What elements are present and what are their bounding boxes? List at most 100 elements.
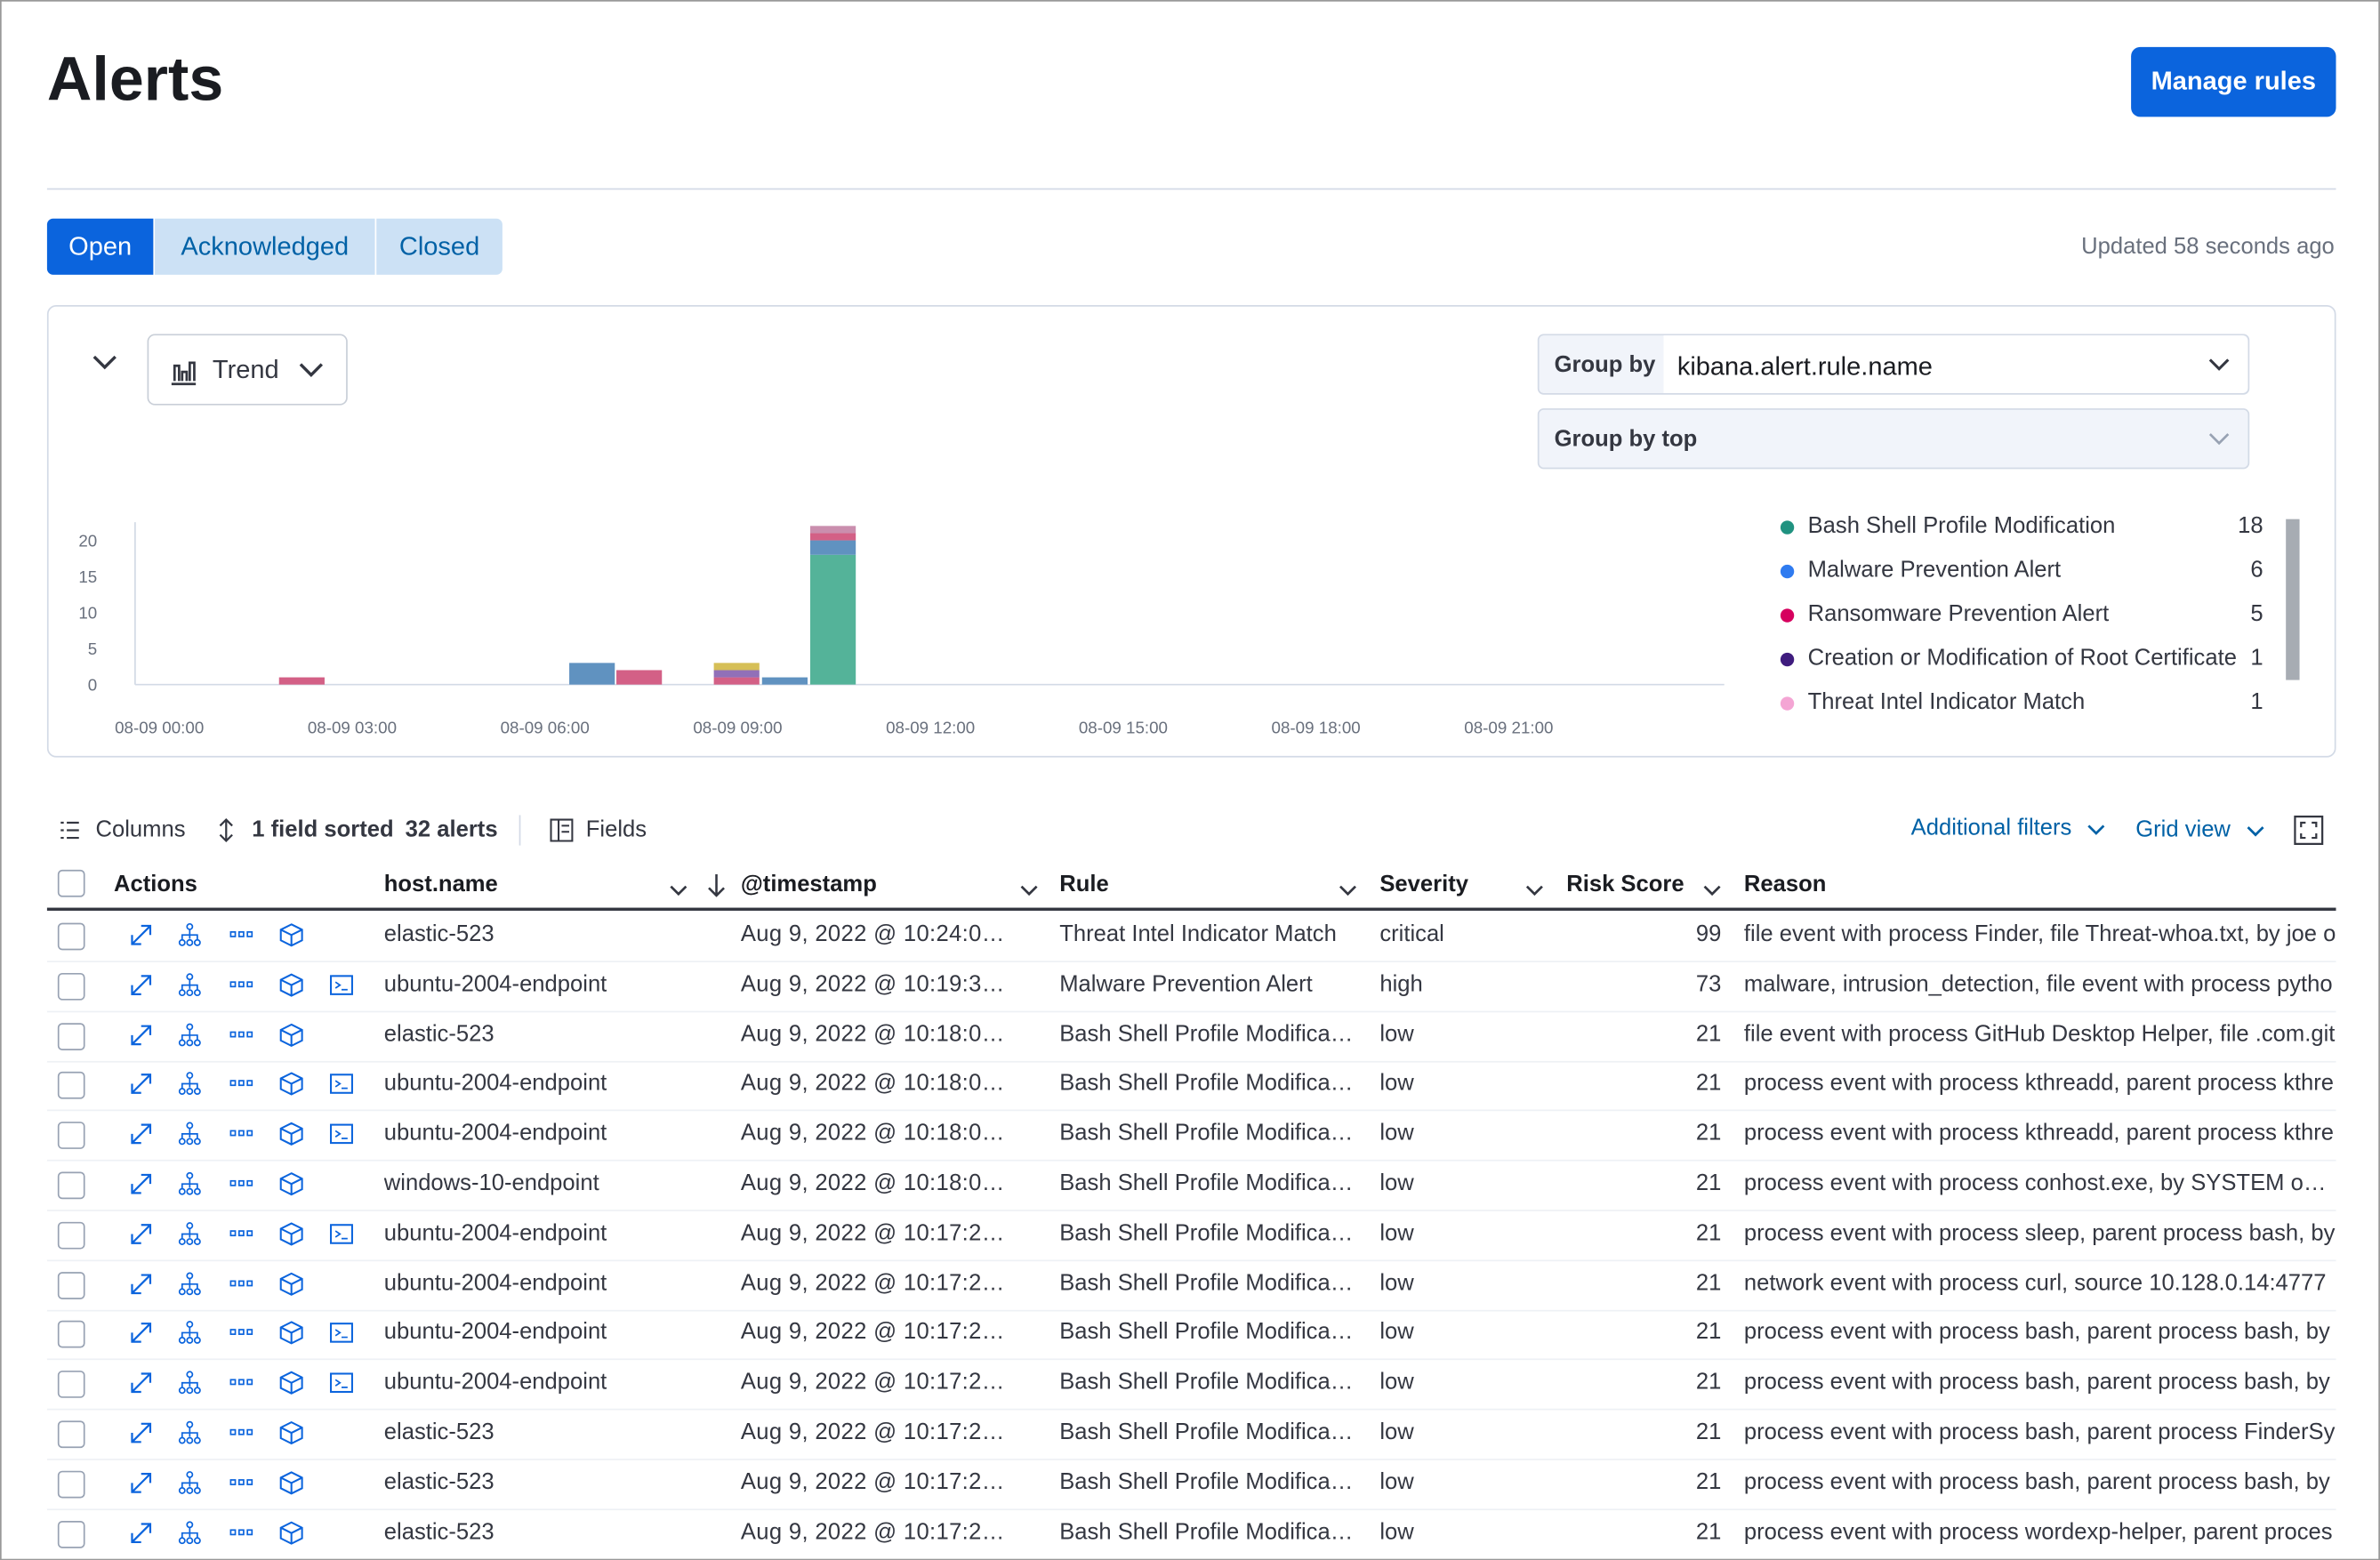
row-action-icon[interactable] <box>229 1073 255 1106</box>
row-action-icon[interactable] <box>129 1271 155 1305</box>
row-action-icon[interactable] <box>178 1371 204 1404</box>
row-action-icon[interactable] <box>129 1470 155 1504</box>
row-checkbox[interactable] <box>57 1520 85 1548</box>
row-action-icon[interactable] <box>229 923 255 957</box>
row-action-icon[interactable] <box>279 1023 305 1057</box>
row-action-icon[interactable] <box>229 1122 255 1156</box>
row-action-icon[interactable] <box>178 1271 204 1305</box>
row-action-icon[interactable] <box>129 1073 155 1106</box>
bar <box>809 554 856 685</box>
row-action-icon[interactable] <box>229 973 255 1007</box>
columns-button[interactable]: Columns <box>95 816 186 843</box>
row-action-icon[interactable] <box>129 1321 155 1355</box>
column-header[interactable]: Severity <box>1379 871 1468 897</box>
row-action-icon[interactable] <box>129 1420 155 1454</box>
row-checkbox[interactable] <box>57 1022 85 1050</box>
column-header[interactable]: Rule <box>1059 871 1109 897</box>
sort-button[interactable]: 1 field sorted <box>252 816 394 843</box>
row-action-icon[interactable] <box>178 1221 204 1255</box>
row-action-icon[interactable] <box>279 1520 305 1554</box>
row-action-icon[interactable] <box>229 1520 255 1554</box>
row-action-icon[interactable] <box>229 1271 255 1305</box>
row-action-icon[interactable] <box>178 1171 204 1206</box>
row-action-icon[interactable] <box>129 1172 155 1206</box>
row-action-icon[interactable] <box>329 1371 355 1404</box>
row-action-icon[interactable] <box>129 1023 155 1057</box>
column-header[interactable]: @timestamp <box>740 871 877 897</box>
column-header[interactable]: host.name <box>383 871 498 897</box>
row-action-icon[interactable] <box>178 1420 204 1454</box>
row-action-icon[interactable] <box>279 1470 305 1504</box>
tab-open[interactable]: Open <box>46 218 154 275</box>
row-action-icon[interactable] <box>229 1023 255 1057</box>
legend-count: 1 <box>2250 645 2263 671</box>
additional-filters[interactable]: Additional filters <box>1910 815 2072 841</box>
row-action-icon[interactable] <box>229 1470 255 1504</box>
row-checkbox[interactable] <box>57 1072 85 1100</box>
row-action-icon[interactable] <box>129 1371 155 1404</box>
row-action-icon[interactable] <box>229 1172 255 1206</box>
row-action-icon[interactable] <box>178 1072 204 1106</box>
row-action-icon[interactable] <box>178 1470 204 1504</box>
grid-view[interactable]: Grid view <box>2135 816 2231 843</box>
row-action-icon[interactable] <box>178 1520 204 1554</box>
fullscreen-button[interactable] <box>2294 815 2324 845</box>
fields-button[interactable]: Fields <box>585 816 647 843</box>
collapse-icon[interactable] <box>90 350 120 374</box>
row-checkbox[interactable] <box>57 1221 85 1250</box>
row-action-icon[interactable] <box>229 1321 255 1355</box>
group-by-select[interactable]: Group by kibana.alert.rule.name <box>1537 334 2250 395</box>
row-checkbox[interactable] <box>57 922 85 951</box>
row-action-icon[interactable] <box>178 922 204 957</box>
row-action-icon[interactable] <box>279 1122 305 1156</box>
table-cell: process event with process kthreadd, par… <box>1743 1070 2334 1097</box>
row-action-icon[interactable] <box>178 1022 204 1057</box>
row-action-icon[interactable] <box>329 1073 355 1106</box>
row-checkbox[interactable] <box>57 1470 85 1499</box>
table-cell: Aug 9, 2022 @ 10:18:05.527 <box>740 1020 1015 1047</box>
row-action-icon[interactable] <box>329 1122 355 1156</box>
row-action-icon[interactable] <box>178 972 204 1007</box>
column-header[interactable]: Reason <box>1743 871 1827 897</box>
row-action-icon[interactable] <box>279 1321 305 1355</box>
table-cell: process event with process conhost.exe, … <box>1743 1170 2336 1196</box>
row-checkbox[interactable] <box>57 1122 85 1150</box>
row-action-icon[interactable] <box>129 1221 155 1255</box>
view-select[interactable]: Trend <box>147 334 348 406</box>
row-checkbox[interactable] <box>57 1371 85 1399</box>
column-header[interactable]: Risk Score <box>1566 871 1684 897</box>
row-action-icon[interactable] <box>279 1420 305 1454</box>
row-action-icon[interactable] <box>279 1371 305 1404</box>
table-cell: Aug 9, 2022 @ 10:19:39.836 <box>740 970 1015 997</box>
row-checkbox[interactable] <box>57 1420 85 1449</box>
row-checkbox[interactable] <box>57 972 85 1001</box>
row-action-icon[interactable] <box>279 1073 305 1106</box>
group-by-top-select[interactable]: Group by top <box>1537 408 2250 470</box>
row-checkbox[interactable] <box>57 1271 85 1299</box>
row-checkbox[interactable] <box>57 1171 85 1200</box>
row-action-icon[interactable] <box>129 973 155 1007</box>
tab-acknowledged[interactable]: Acknowledged <box>155 218 375 275</box>
row-action-icon[interactable] <box>329 1221 355 1255</box>
table-cell: process event with process wordexp-helpe… <box>1743 1518 2333 1545</box>
row-action-icon[interactable] <box>178 1321 204 1355</box>
row-action-icon[interactable] <box>329 1321 355 1355</box>
row-action-icon[interactable] <box>279 1271 305 1305</box>
row-action-icon[interactable] <box>129 1122 155 1156</box>
row-checkbox[interactable] <box>57 1321 85 1349</box>
row-action-icon[interactable] <box>229 1221 255 1255</box>
row-action-icon[interactable] <box>279 1221 305 1255</box>
row-action-icon[interactable] <box>129 923 155 957</box>
row-action-icon[interactable] <box>229 1371 255 1404</box>
tab-closed[interactable]: Closed <box>376 218 503 275</box>
row-action-icon[interactable] <box>178 1122 204 1156</box>
row-action-icon[interactable] <box>279 973 305 1007</box>
row-action-icon[interactable] <box>279 923 305 957</box>
table-cell: Aug 9, 2022 @ 10:18:05.508 <box>740 1120 1015 1146</box>
manage-rules-button[interactable]: Manage rules <box>2131 46 2336 117</box>
select-all-checkbox[interactable] <box>57 869 85 897</box>
row-action-icon[interactable] <box>129 1520 155 1554</box>
row-action-icon[interactable] <box>229 1420 255 1454</box>
row-action-icon[interactable] <box>279 1172 305 1206</box>
row-action-icon[interactable] <box>329 973 355 1007</box>
